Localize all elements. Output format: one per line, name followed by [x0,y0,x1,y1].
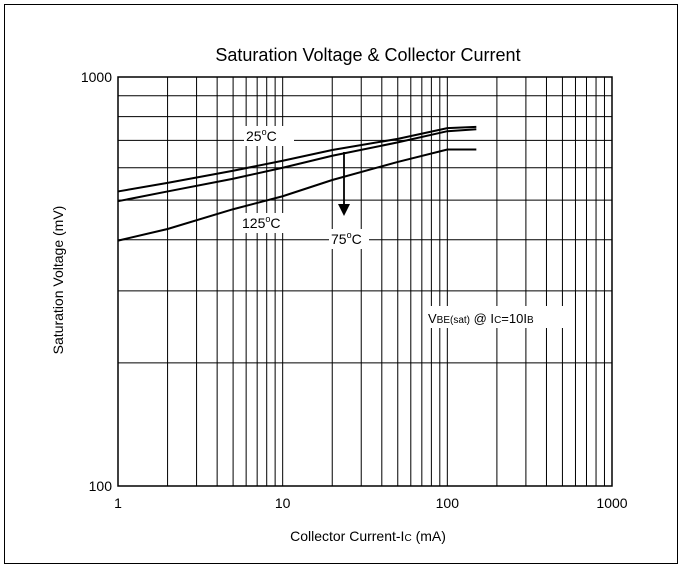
x-tick-label: 1 [114,495,122,511]
x-axis-label-unit: (mA) [412,528,446,544]
x-tick-label: 1000 [596,495,627,511]
x-axis-label-text: Collector Current-I [290,528,404,544]
x-tick-label: 100 [436,495,460,511]
series-label: 25oC [246,127,277,144]
series-line [117,125,477,193]
chart-frame [4,4,678,564]
grid [118,77,612,486]
y-tick-label: 1000 [81,69,112,85]
annotation-part: C [494,315,501,326]
annotation-part: =10I [501,311,527,326]
series-line [117,128,477,203]
series-label-background [329,229,369,249]
series-line [117,148,477,242]
x-tick-label: 10 [275,495,291,511]
annotation-part: V [428,311,437,326]
temperature-shift-arrowhead [338,204,350,216]
x-axis-label: Collector Current-IC (mA) [290,528,446,544]
series-label: 75oC [331,230,362,247]
series-label-background [244,126,294,146]
condition-annotation: VBE(sat) @ IC=10IB [428,311,534,326]
series-label: 125oC [242,214,281,231]
annotation-part: B [527,315,534,326]
series-label-background [240,213,292,233]
series-labels: 25oC 75oC 125oC [240,126,369,249]
chart-title: Saturation Voltage & Collector Current [215,45,520,65]
annotation-background [423,306,571,328]
tick-labels: 1 10 100 1000 100 1000 [81,69,628,511]
x-axis-label-subscript: C [404,533,411,544]
y-tick-label: 100 [89,478,113,494]
y-axis-label: Saturation Voltage (mV) [50,206,66,355]
plot-area-border [117,76,613,487]
series-lines [117,125,477,242]
annotation-part: @ I [470,311,494,326]
annotation-part: BE(sat) [437,315,470,326]
